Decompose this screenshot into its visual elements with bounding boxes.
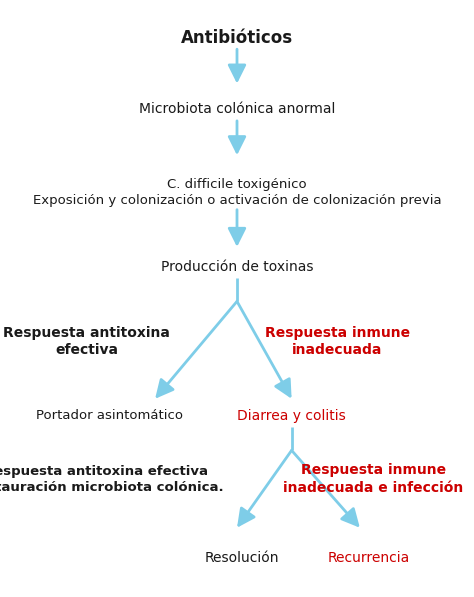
Text: Respuesta antitoxina efectiva
Restauración microbiota colónica.: Respuesta antitoxina efectiva Restauraci… xyxy=(0,464,224,494)
Text: Respuesta inmune
inadecuada e infección: Respuesta inmune inadecuada e infección xyxy=(283,463,464,495)
Text: C. difficile toxigénico
Exposición y colonización o activación de colonización p: C. difficile toxigénico Exposición y col… xyxy=(33,178,441,207)
Text: Recurrencia: Recurrencia xyxy=(328,550,410,565)
Text: Portador asintomático: Portador asintomático xyxy=(36,410,183,423)
Text: Antibióticos: Antibióticos xyxy=(181,29,293,47)
Text: Microbiota colónica anormal: Microbiota colónica anormal xyxy=(139,102,335,116)
Text: Resolución: Resolución xyxy=(204,550,279,565)
Text: Diarrea y colitis: Diarrea y colitis xyxy=(237,409,346,423)
Text: Respuesta antitoxina
efectiva: Respuesta antitoxina efectiva xyxy=(3,326,170,357)
Text: Producción de toxinas: Producción de toxinas xyxy=(161,260,313,274)
Text: Respuesta inmune
inadecuada: Respuesta inmune inadecuada xyxy=(264,326,410,357)
